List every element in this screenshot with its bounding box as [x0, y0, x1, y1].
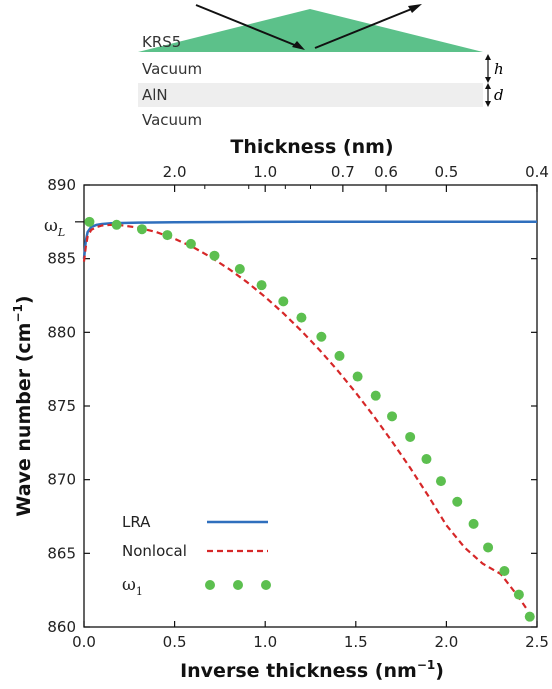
top-tick-label: 0.6	[374, 163, 398, 181]
top-axis: 2.0 1.0 0.7 0.6 0.5 0.4	[163, 163, 549, 192]
series-lra	[82, 220, 537, 259]
top-tick-label: 0.4	[525, 163, 549, 181]
data-point-omega1	[84, 216, 95, 227]
x-tick-label: 0.0	[72, 633, 96, 651]
y-tick-label: 885	[47, 250, 76, 268]
data-point-omega1	[136, 224, 147, 235]
data-point-omega1	[352, 371, 363, 382]
series-line-lra	[82, 220, 537, 259]
data-point-omega1	[185, 238, 196, 249]
legend-swatch-omega1-c	[261, 580, 271, 590]
dim-d-label: d	[494, 86, 504, 104]
reflected-ray	[314, 7, 415, 49]
data-point-omega1	[334, 350, 345, 361]
legend-swatch-omega1-b	[233, 580, 243, 590]
data-point-omega1	[483, 542, 494, 553]
y-axis: 860 865 870 875 880 885 890	[47, 176, 537, 636]
x-axis: 0.0 0.5 1.0 1.5 2.0 2.5	[72, 621, 549, 651]
data-point-omega1	[435, 476, 446, 487]
data-point-omega1	[468, 518, 479, 529]
data-point-omega1	[256, 280, 267, 291]
legend-swatch-omega1-a	[205, 580, 215, 590]
top-axis-title: Thickness (nm)	[230, 136, 393, 158]
layer-label-krs5: KRS5	[142, 33, 181, 51]
data-point-omega1	[421, 454, 432, 465]
data-point-omega1	[278, 296, 289, 307]
top-tick-label: 2.0	[163, 163, 187, 181]
legend-label-omega1: ω1	[122, 575, 143, 598]
y-tick-label: 860	[47, 618, 76, 636]
top-tick-label: 0.7	[331, 163, 355, 181]
dim-h-arrow-top	[485, 54, 491, 60]
y-tick-label: 890	[47, 176, 76, 194]
y-axis-title: Wave number (cm−1)	[11, 295, 35, 516]
top-tick-label: 0.5	[434, 163, 458, 181]
data-point-omega1	[234, 263, 245, 274]
x-tick-label: 1.0	[253, 633, 277, 651]
incident-ray	[195, 4, 303, 49]
y-tick-label: 875	[47, 397, 76, 415]
series-omega1	[84, 216, 535, 622]
data-point-omega1	[316, 331, 327, 342]
y-tick-label: 880	[47, 323, 76, 341]
data-point-omega1	[387, 411, 398, 422]
incident-arrowhead	[292, 41, 305, 50]
x-tick-label: 2.5	[525, 633, 549, 651]
x-tick-label: 1.5	[344, 633, 368, 651]
dim-d-arrow-top	[485, 83, 491, 89]
data-point-omega1	[111, 219, 122, 230]
legend-label-nonlocal: Nonlocal	[122, 542, 187, 560]
y-tick-label: 865	[47, 544, 76, 562]
data-point-omega1	[162, 230, 173, 241]
aln-film	[138, 83, 483, 107]
data-point-omega1	[499, 566, 510, 577]
dim-h-arrow-bottom	[485, 77, 491, 83]
y-tick-label: 870	[47, 471, 76, 489]
legend: LRA Nonlocal ω1	[122, 513, 271, 598]
data-point-omega1	[513, 589, 524, 600]
data-point-omega1	[370, 390, 381, 401]
x-tick-label: 2.0	[434, 633, 458, 651]
data-point-omega1	[405, 431, 416, 442]
layer-label-vacuum-top: Vacuum	[142, 60, 202, 78]
dim-h-label: h	[494, 60, 504, 78]
layer-label-aln: AlN	[142, 86, 168, 104]
plot-frame	[83, 184, 538, 628]
data-point-omega1	[209, 250, 220, 261]
series-nonlocal	[82, 223, 529, 612]
x-tick-label: 0.5	[163, 633, 187, 651]
top-tick-label: 1.0	[253, 163, 277, 181]
data-point-omega1	[524, 611, 535, 622]
reflected-arrowhead	[408, 4, 422, 13]
data-point-omega1	[296, 312, 307, 323]
krs5-prism	[138, 9, 483, 52]
x-axis-title: Inverse thickness (nm−1)	[180, 658, 444, 682]
series-line-nonlocal	[82, 223, 529, 612]
layer-label-vacuum-bottom: Vacuum	[142, 111, 202, 129]
layer-diagram: KRS5 Vacuum AlN Vacuum h d	[138, 4, 504, 129]
data-point-omega1	[452, 496, 463, 507]
omega-l-label: ωL	[44, 216, 65, 239]
dim-d-arrow-bottom	[485, 101, 491, 107]
legend-label-lra: LRA	[122, 513, 151, 531]
